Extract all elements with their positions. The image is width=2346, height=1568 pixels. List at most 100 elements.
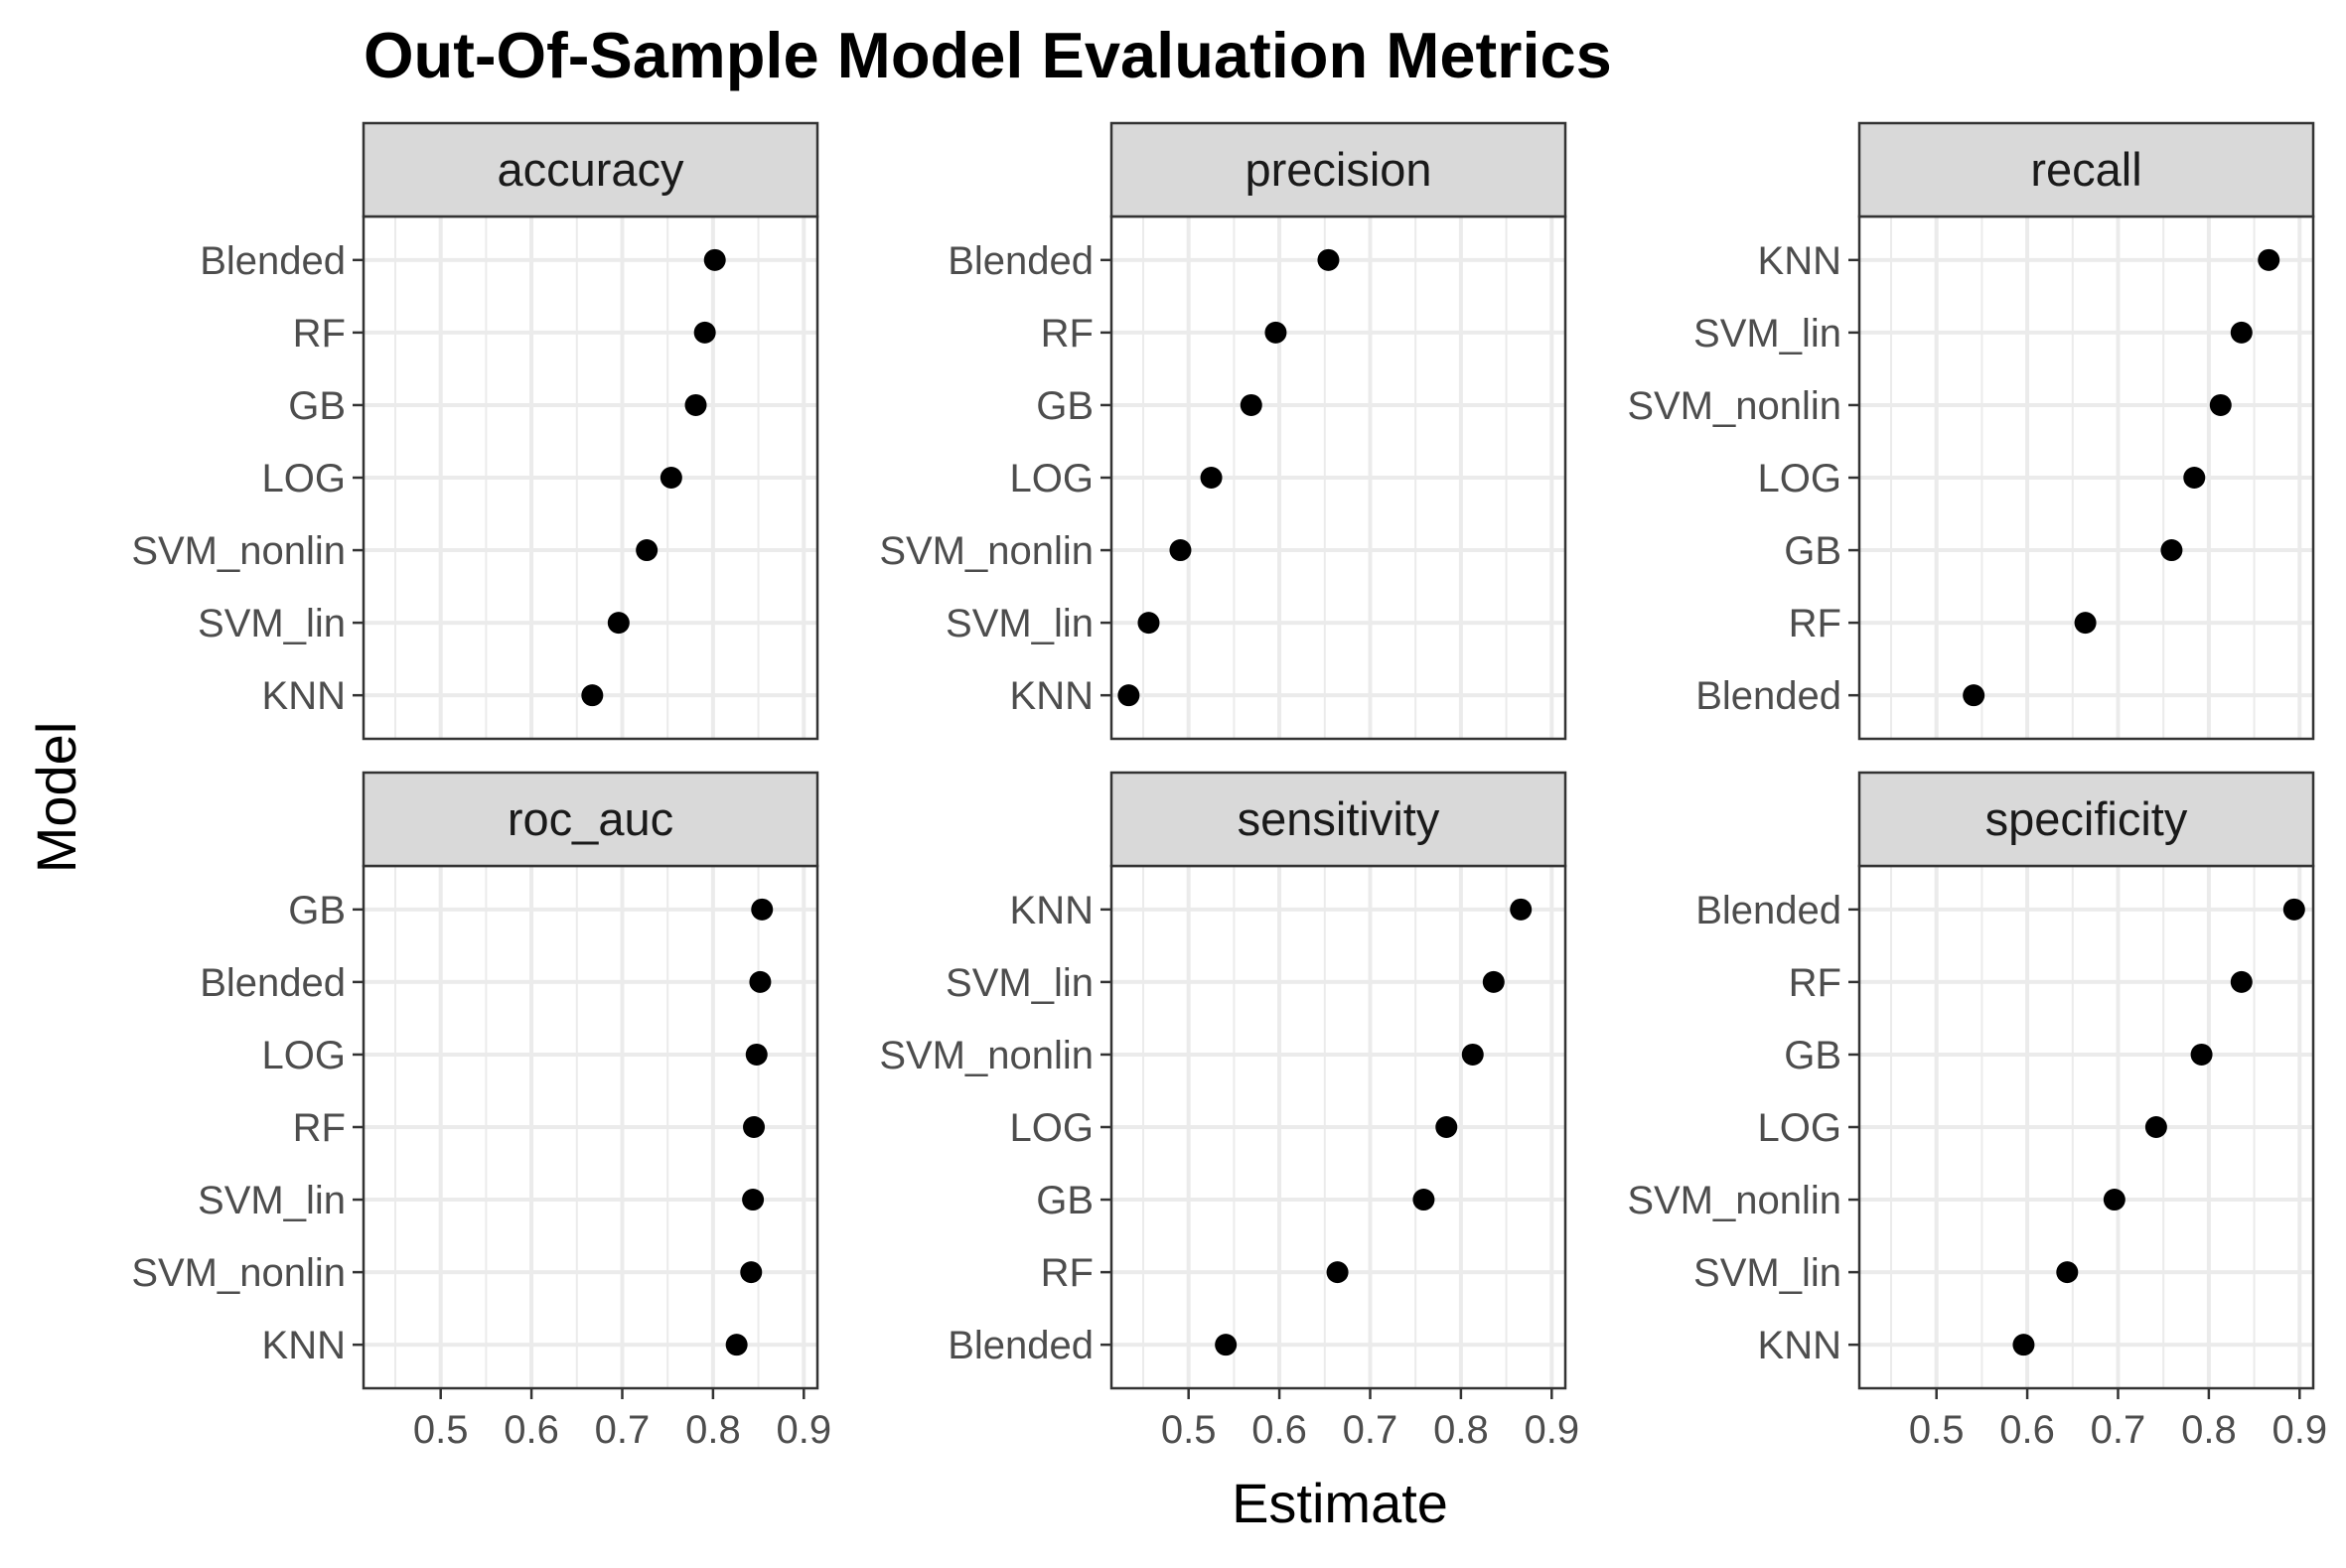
chart-title: Out-Of-Sample Model Evaluation Metrics: [364, 19, 1612, 91]
y-tick-label: RF: [1789, 961, 1841, 1005]
y-tick-label: KNN: [262, 1324, 346, 1367]
data-point-KNN: [1510, 898, 1533, 921]
y-tick-label: SVM_lin: [198, 602, 346, 645]
y-tick-label: GB: [1036, 384, 1094, 428]
x-tick-label: 0.5: [1909, 1408, 1965, 1452]
y-tick-label: KNN: [1010, 674, 1094, 718]
y-tick-label: Blended: [1695, 674, 1841, 718]
data-point-SVM_nonlin: [740, 1261, 763, 1284]
data-point-KNN: [581, 684, 604, 707]
y-tick-label: SVM_lin: [1693, 1251, 1841, 1295]
data-point-RF: [693, 321, 716, 344]
data-point-SVM_nonlin: [1461, 1043, 1484, 1066]
data-point-RF: [1326, 1261, 1349, 1284]
y-tick-label: GB: [288, 384, 346, 428]
x-tick-label: 0.9: [1524, 1408, 1579, 1452]
y-tick-label: LOG: [262, 1034, 346, 1077]
data-point-GB: [1240, 393, 1262, 416]
x-tick-label: 0.8: [2181, 1408, 2237, 1452]
facet-strip-label: roc_auc: [508, 792, 673, 845]
data-point-GB: [2190, 1043, 2213, 1066]
x-tick-label: 0.9: [2272, 1408, 2327, 1452]
facet-panel-accuracy: accuracy Blended RF GB LOG SVM_nonlin SVM_lin K…: [131, 121, 819, 741]
data-point-LOG: [745, 1043, 768, 1066]
data-point-RF: [2230, 970, 2253, 993]
x-tick-label: 0.8: [685, 1408, 741, 1452]
y-tick-label: SVM_nonlin: [1627, 1179, 1841, 1222]
data-point-SVM_lin: [2056, 1261, 2079, 1284]
data-point-KNN: [1117, 684, 1140, 707]
data-point-SVM_nonlin: [2103, 1189, 2126, 1212]
y-tick-label: KNN: [1758, 239, 1841, 283]
y-tick-label: SVM_lin: [946, 602, 1094, 645]
y-tick-label: GB: [1036, 1179, 1094, 1222]
y-tick-label: GB: [1784, 529, 1841, 573]
x-tick-label: 0.7: [595, 1408, 651, 1452]
y-tick-label: RF: [293, 1106, 346, 1150]
x-tick-label: 0.5: [413, 1408, 469, 1452]
y-tick-label: Blended: [948, 1324, 1094, 1367]
data-point-GB: [684, 393, 707, 416]
y-tick-label: KNN: [1758, 1324, 1841, 1367]
y-tick-label: SVM_lin: [198, 1179, 346, 1222]
facet-strip: [1857, 771, 2315, 868]
x-tick-label: 0.8: [1433, 1408, 1489, 1452]
x-tick-label: 0.5: [1161, 1408, 1217, 1452]
y-tick-label: Blended: [948, 239, 1094, 283]
facet-panel-sensitivity: sensitivity KNN SVM_lin SVM_nonlin LOG GB RF Bl…: [879, 771, 1579, 1452]
y-tick-label: LOG: [262, 457, 346, 500]
data-point-LOG: [660, 467, 682, 489]
data-point-SVM_lin: [2230, 321, 2253, 344]
y-tick-label: RF: [1041, 1251, 1094, 1295]
y-tick-label: RF: [293, 312, 346, 356]
facet-strip: [1109, 121, 1567, 218]
data-point-SVM_nonlin: [636, 539, 659, 562]
y-tick-label: RF: [1041, 312, 1094, 356]
y-tick-label: RF: [1789, 602, 1841, 645]
data-point-KNN: [2258, 248, 2280, 271]
y-axis-title: Model: [25, 722, 87, 874]
facet-strip: [1109, 771, 1567, 868]
y-tick-label: Blended: [200, 961, 346, 1005]
y-tick-label: SVM_nonlin: [1627, 384, 1841, 428]
data-point-GB: [2160, 539, 2183, 562]
data-point-LOG: [2144, 1116, 2167, 1138]
x-tick-label: 0.6: [1251, 1408, 1307, 1452]
y-tick-label: SVM_nonlin: [131, 1251, 346, 1295]
x-axis-title: Estimate: [1232, 1472, 1448, 1534]
data-point-Blended: [703, 248, 726, 271]
data-point-Blended: [1215, 1334, 1238, 1356]
facet-strip: [1857, 121, 2315, 218]
data-point-SVM_lin: [1482, 970, 1505, 993]
data-point-LOG: [2183, 467, 2206, 489]
facet-panels: accuracy Blended RF GB LOG SVM_nonlin SVM_lin K…: [131, 121, 2327, 1452]
facet-panel-specificity: specificity Blended RF GB LOG SVM_nonlin SVM_l…: [1627, 771, 2327, 1452]
data-point-SVM_lin: [742, 1189, 765, 1212]
y-tick-label: LOG: [1758, 1106, 1841, 1150]
x-tick-label: 0.7: [1343, 1408, 1398, 1452]
data-point-Blended: [1317, 248, 1340, 271]
y-tick-label: SVM_nonlin: [879, 529, 1094, 573]
data-point-KNN: [725, 1334, 748, 1356]
data-point-Blended: [2282, 898, 2305, 921]
x-tick-label: 0.9: [776, 1408, 831, 1452]
y-tick-label: LOG: [1010, 457, 1094, 500]
data-point-SVM_nonlin: [2209, 393, 2232, 416]
y-tick-label: LOG: [1758, 457, 1841, 500]
facet-strip-label: specificity: [1985, 792, 2188, 845]
facet-strip-label: precision: [1245, 143, 1431, 196]
data-point-RF: [1264, 321, 1287, 344]
x-tick-label: 0.6: [1999, 1408, 2055, 1452]
data-point-LOG: [1435, 1116, 1458, 1138]
y-tick-label: KNN: [1010, 889, 1094, 932]
x-tick-label: 0.6: [504, 1408, 559, 1452]
facet-strip-label: accuracy: [497, 143, 684, 196]
y-tick-label: SVM_lin: [1693, 312, 1841, 356]
data-point-Blended: [749, 970, 772, 993]
data-point-SVM_lin: [1137, 612, 1160, 635]
facet-strip: [362, 771, 819, 868]
y-tick-label: Blended: [1695, 889, 1841, 932]
x-tick-label: 0.7: [2091, 1408, 2146, 1452]
